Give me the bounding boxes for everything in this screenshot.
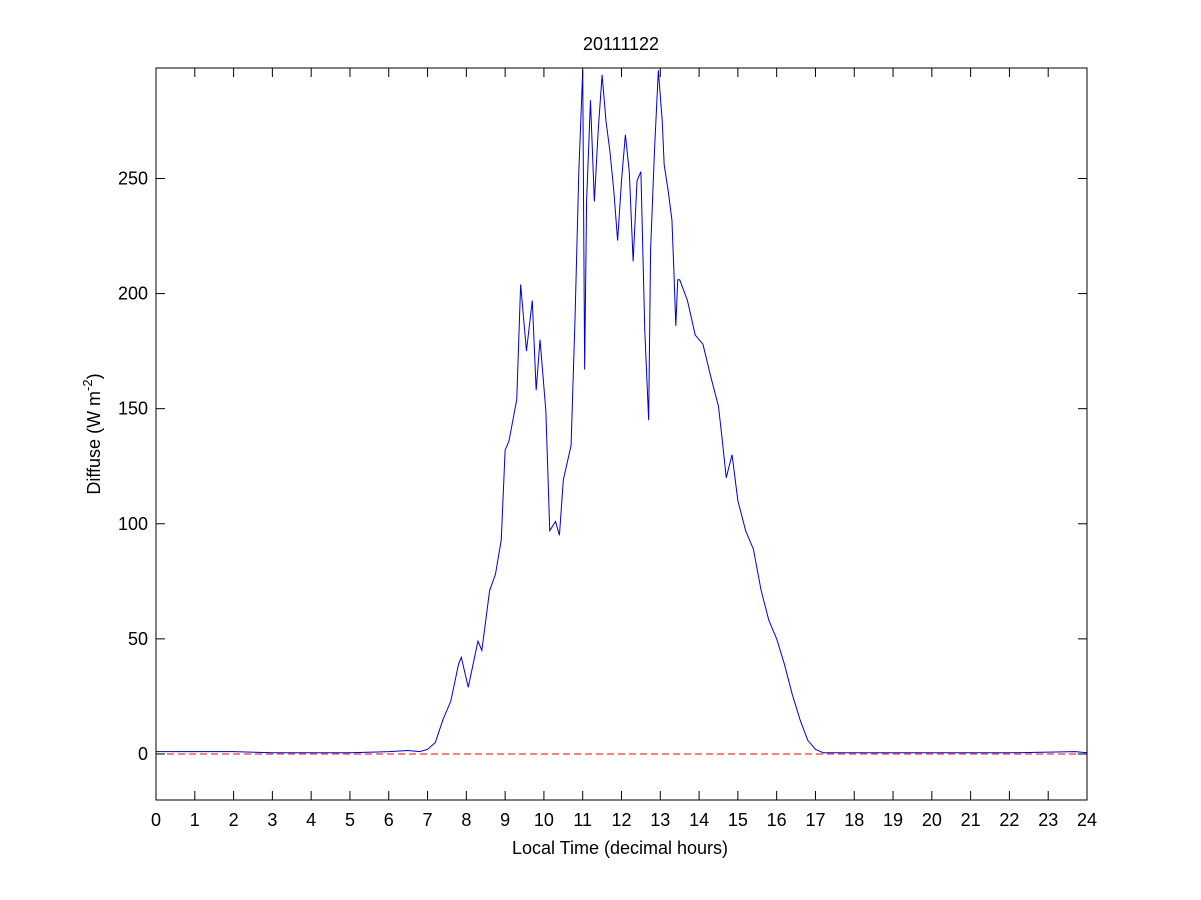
x-tick-label: 12 (611, 810, 631, 830)
x-tick-label: 17 (805, 810, 825, 830)
x-tick-label: 4 (306, 810, 316, 830)
y-tick-label: 50 (128, 629, 148, 649)
x-tick-label: 10 (534, 810, 554, 830)
x-tick-label: 3 (267, 810, 277, 830)
x-tick-label: 9 (500, 810, 510, 830)
x-tick-label: 1 (190, 810, 200, 830)
x-tick-label: 16 (767, 810, 787, 830)
x-tick-label: 19 (883, 810, 903, 830)
x-tick-label: 11 (573, 810, 592, 830)
x-tick-label: 15 (728, 810, 748, 830)
x-tick-label: 20 (922, 810, 942, 830)
x-axis-label: Local Time (decimal hours) (512, 838, 728, 858)
y-label-suffix: ) (84, 373, 104, 379)
x-tick-label: 14 (689, 810, 709, 830)
data-line (156, 70, 1088, 754)
y-label-superscript: -2 (80, 379, 95, 391)
x-tick-label: 24 (1077, 810, 1097, 830)
y-label-text: Diffuse (W m (84, 391, 104, 495)
x-tick-label: 6 (384, 810, 394, 830)
y-tick-label: 100 (118, 514, 148, 534)
y-axis-label: Diffuse (W m-2) (80, 373, 104, 494)
x-tick-label: 22 (999, 810, 1019, 830)
x-tick-label: 21 (961, 810, 981, 830)
y-tick-label: 150 (118, 399, 148, 419)
x-tick-label: 13 (650, 810, 670, 830)
x-tick-label: 5 (345, 810, 355, 830)
x-tick-label: 2 (229, 810, 239, 830)
x-tick-label: 7 (423, 810, 433, 830)
y-tick-label: 250 (118, 168, 148, 188)
y-tick-label: 200 (118, 284, 148, 304)
y-tick-label: 0 (138, 744, 148, 764)
x-tick-label: 8 (461, 810, 471, 830)
x-tick-label: 23 (1038, 810, 1058, 830)
x-tick-label: 18 (844, 810, 864, 830)
chart-title: 20111122 (583, 34, 659, 54)
x-tick-label: 0 (151, 810, 161, 830)
